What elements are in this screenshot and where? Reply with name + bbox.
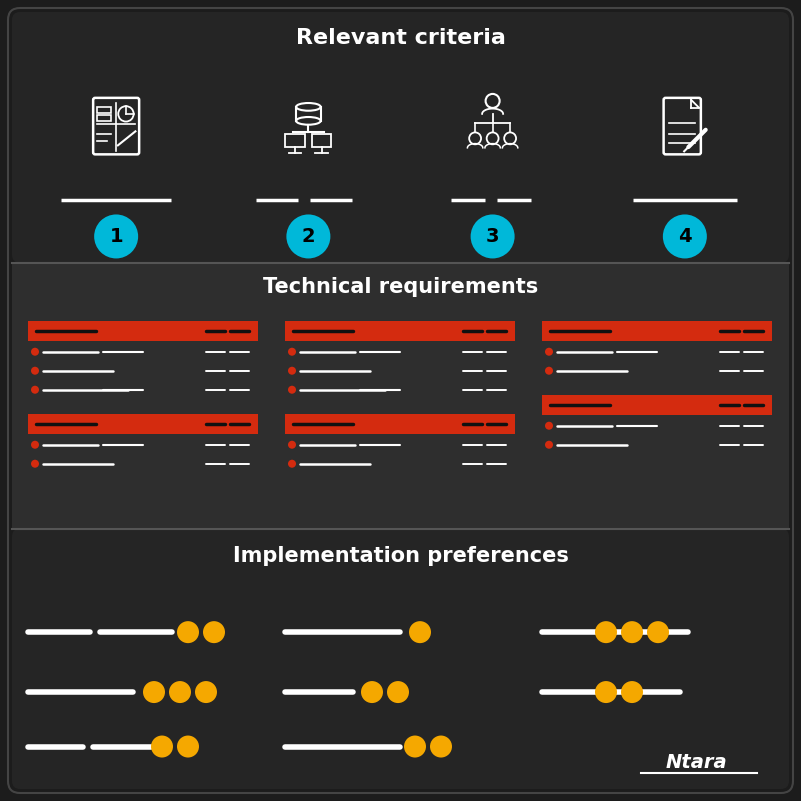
Circle shape [31, 367, 39, 375]
Circle shape [545, 441, 553, 449]
Text: 4: 4 [678, 227, 692, 246]
Circle shape [288, 460, 296, 468]
Circle shape [288, 441, 296, 449]
Circle shape [663, 215, 706, 259]
FancyBboxPatch shape [8, 8, 793, 793]
Bar [97, 115, 111, 121]
Circle shape [288, 386, 296, 394]
Circle shape [621, 681, 643, 703]
Bar [28, 414, 258, 434]
Text: Technical requirements: Technical requirements [263, 276, 538, 296]
Text: Ntara: Ntara [666, 753, 727, 772]
Text: 1: 1 [109, 227, 123, 246]
Circle shape [31, 460, 39, 468]
Circle shape [404, 735, 426, 758]
Circle shape [361, 681, 383, 703]
Circle shape [647, 621, 669, 643]
Circle shape [595, 621, 617, 643]
Bar [542, 395, 772, 415]
Text: 3: 3 [486, 227, 499, 246]
Circle shape [545, 422, 553, 429]
Circle shape [151, 735, 173, 758]
Circle shape [143, 681, 165, 703]
Text: Implementation preferences: Implementation preferences [232, 546, 569, 566]
Bar [312, 134, 332, 147]
Circle shape [177, 735, 199, 758]
Bar [12, 263, 789, 529]
Circle shape [471, 215, 514, 259]
Bar [285, 321, 515, 341]
Circle shape [621, 621, 643, 643]
Text: 2: 2 [301, 227, 316, 246]
FancyBboxPatch shape [12, 12, 789, 263]
Bar [28, 321, 258, 341]
Text: Relevant criteria: Relevant criteria [296, 28, 505, 48]
Circle shape [430, 735, 452, 758]
Circle shape [95, 215, 138, 259]
Circle shape [288, 367, 296, 375]
Circle shape [31, 386, 39, 394]
Circle shape [31, 348, 39, 356]
Circle shape [409, 621, 431, 643]
FancyBboxPatch shape [12, 529, 789, 789]
Circle shape [287, 215, 330, 259]
Circle shape [545, 348, 553, 356]
Bar [285, 134, 305, 147]
Circle shape [288, 348, 296, 356]
Circle shape [595, 681, 617, 703]
Bar [542, 321, 772, 341]
Circle shape [177, 621, 199, 643]
Circle shape [203, 621, 225, 643]
Circle shape [195, 681, 217, 703]
Circle shape [387, 681, 409, 703]
Bar [285, 414, 515, 434]
Bar [97, 107, 111, 113]
Circle shape [169, 681, 191, 703]
Circle shape [545, 367, 553, 375]
Circle shape [31, 441, 39, 449]
